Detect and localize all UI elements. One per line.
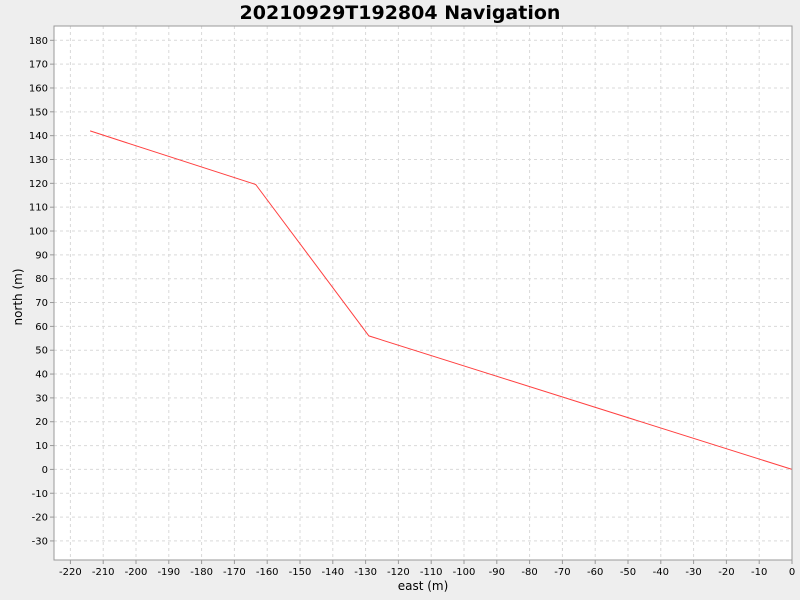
y-tick-label: 150 xyxy=(29,107,48,118)
x-tick-label: -100 xyxy=(453,567,476,578)
x-tick-label: -150 xyxy=(289,567,312,578)
y-tick-label: 110 xyxy=(29,203,48,214)
x-tick-label: -50 xyxy=(620,567,636,578)
x-axis-ticks: -220 -210 -200 -190 -180 -170 -160 -150 -140 -130… xyxy=(59,560,795,578)
x-tick-label: -30 xyxy=(685,567,701,578)
y-tick-label: 120 xyxy=(29,179,48,190)
y-axis-ticks: -30 -20 -10 0 10 20 30 40 50 60 70 80 90 100 110 120 130… xyxy=(29,36,54,547)
y-tick-label: 30 xyxy=(35,393,48,404)
y-tick-label: 140 xyxy=(29,131,48,142)
y-tick-label: 60 xyxy=(35,322,48,333)
x-tick-label: -120 xyxy=(387,567,410,578)
chart-title: 20210929T192804 Navigation xyxy=(240,2,561,24)
y-tick-label: 20 xyxy=(35,417,48,428)
x-tick-label: -10 xyxy=(751,567,767,578)
grid-lines xyxy=(54,26,793,560)
y-tick-label: 130 xyxy=(29,155,48,166)
x-tick-label: -140 xyxy=(321,567,344,578)
plot-background xyxy=(54,26,792,560)
x-tick-label: -210 xyxy=(92,567,115,578)
y-axis-label: north (m) xyxy=(11,268,25,325)
x-tick-label: -130 xyxy=(354,567,377,578)
y-tick-label: 90 xyxy=(35,250,48,261)
x-tick-label: -170 xyxy=(223,567,246,578)
y-tick-label: -20 xyxy=(32,513,48,524)
x-tick-label: -70 xyxy=(554,567,570,578)
plot-border xyxy=(53,25,793,561)
x-tick-label: -220 xyxy=(59,567,82,578)
x-tick-label: -160 xyxy=(256,567,279,578)
y-tick-label: 10 xyxy=(35,441,48,452)
series-line xyxy=(89,130,793,470)
x-tick-label: -90 xyxy=(489,567,505,578)
x-tick-label: -40 xyxy=(653,567,669,578)
x-tick-label: 0 xyxy=(789,567,795,578)
y-tick-label: 40 xyxy=(35,370,48,381)
x-tick-label: -80 xyxy=(521,567,537,578)
x-tick-label: -190 xyxy=(157,567,180,578)
x-tick-label: -200 xyxy=(125,567,148,578)
x-tick-label: -110 xyxy=(420,567,443,578)
y-tick-label: 50 xyxy=(35,346,48,357)
series-lines xyxy=(89,130,793,470)
y-tick-label: 100 xyxy=(29,227,48,238)
x-axis-label: east (m) xyxy=(398,579,449,593)
y-tick-label: 70 xyxy=(35,298,48,309)
y-tick-label: 160 xyxy=(29,83,48,94)
x-tick-label: -20 xyxy=(718,567,734,578)
y-tick-label: 80 xyxy=(35,274,48,285)
y-tick-label: 180 xyxy=(29,36,48,47)
x-tick-label: -180 xyxy=(190,567,213,578)
x-tick-label: -60 xyxy=(587,567,603,578)
y-tick-label: -10 xyxy=(32,489,48,500)
y-tick-label: -30 xyxy=(32,536,48,547)
y-tick-label: 170 xyxy=(29,60,48,71)
y-tick-label: 0 xyxy=(42,465,48,476)
